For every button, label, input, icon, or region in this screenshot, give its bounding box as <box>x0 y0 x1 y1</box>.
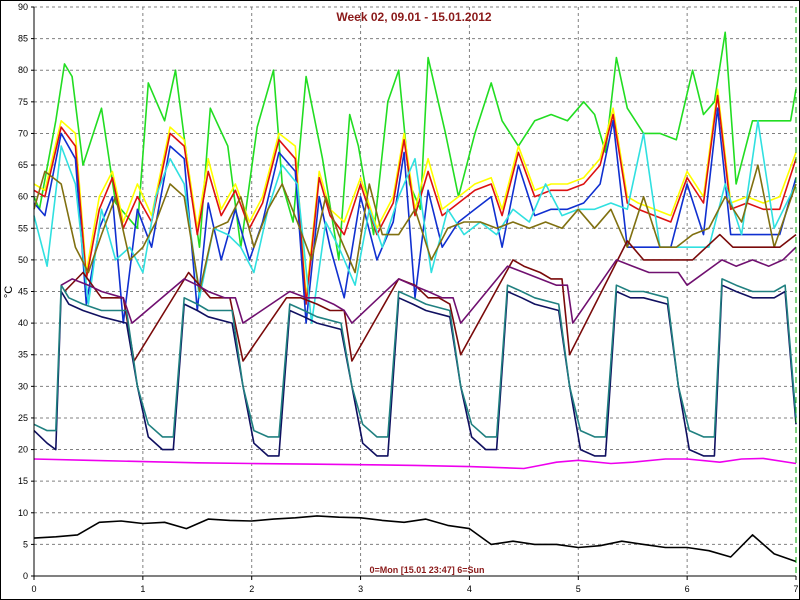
y-tick-label: 10 <box>18 508 28 518</box>
y-tick-label: 0 <box>23 571 28 581</box>
y-tick-label: 50 <box>18 255 28 265</box>
x-tick-label: 3 <box>358 584 363 594</box>
series-line-green <box>33 31 797 261</box>
y-tick-label: 80 <box>18 65 28 75</box>
chart-title: Week 02, 09.01 - 15.01.2012 <box>336 10 492 24</box>
y-tick-label: 90 <box>18 2 28 12</box>
y-tick-label: 55 <box>18 223 28 233</box>
series-line-black <box>33 515 797 563</box>
series-line-purple <box>60 246 797 324</box>
series-line-teal <box>33 278 797 438</box>
y-tick-label: 85 <box>18 34 28 44</box>
series-line-darkred <box>63 233 797 362</box>
series-line-olive <box>33 164 797 293</box>
y-tick-label: 45 <box>18 287 28 297</box>
y-tick-label: 5 <box>23 539 28 549</box>
x-tick-label: 6 <box>685 584 690 594</box>
y-tick-label: 20 <box>18 445 28 455</box>
series-line-red <box>33 94 797 305</box>
x-tick-label: 7 <box>793 584 798 594</box>
y-tick-label: 25 <box>18 413 28 423</box>
series-line-blue <box>33 107 797 324</box>
y-tick-label: 70 <box>18 128 28 138</box>
y-tick-label: 35 <box>18 350 28 360</box>
x-tick-label: 4 <box>467 584 472 594</box>
series-line-magenta <box>33 457 797 470</box>
y-tick-label: 15 <box>18 476 28 486</box>
y-tick-label: 65 <box>18 160 28 170</box>
y-axis-label: °C <box>3 286 15 298</box>
x-tick-label: 1 <box>140 584 145 594</box>
x-tick-label: 5 <box>576 584 581 594</box>
series-layer <box>33 31 797 563</box>
y-tick-label: 75 <box>18 97 28 107</box>
series-line-yellow <box>33 88 797 299</box>
x-tick-label: 0 <box>31 584 36 594</box>
y-tick-label: 30 <box>18 381 28 391</box>
y-tick-label: 60 <box>18 192 28 202</box>
series-line-cyan <box>33 120 797 324</box>
x-tick-label: 2 <box>249 584 254 594</box>
axes <box>31 6 797 580</box>
y-tick-label: 40 <box>18 318 28 328</box>
chart-footer: 0=Mon [15.01 23:47] 6=Sun <box>369 565 484 575</box>
